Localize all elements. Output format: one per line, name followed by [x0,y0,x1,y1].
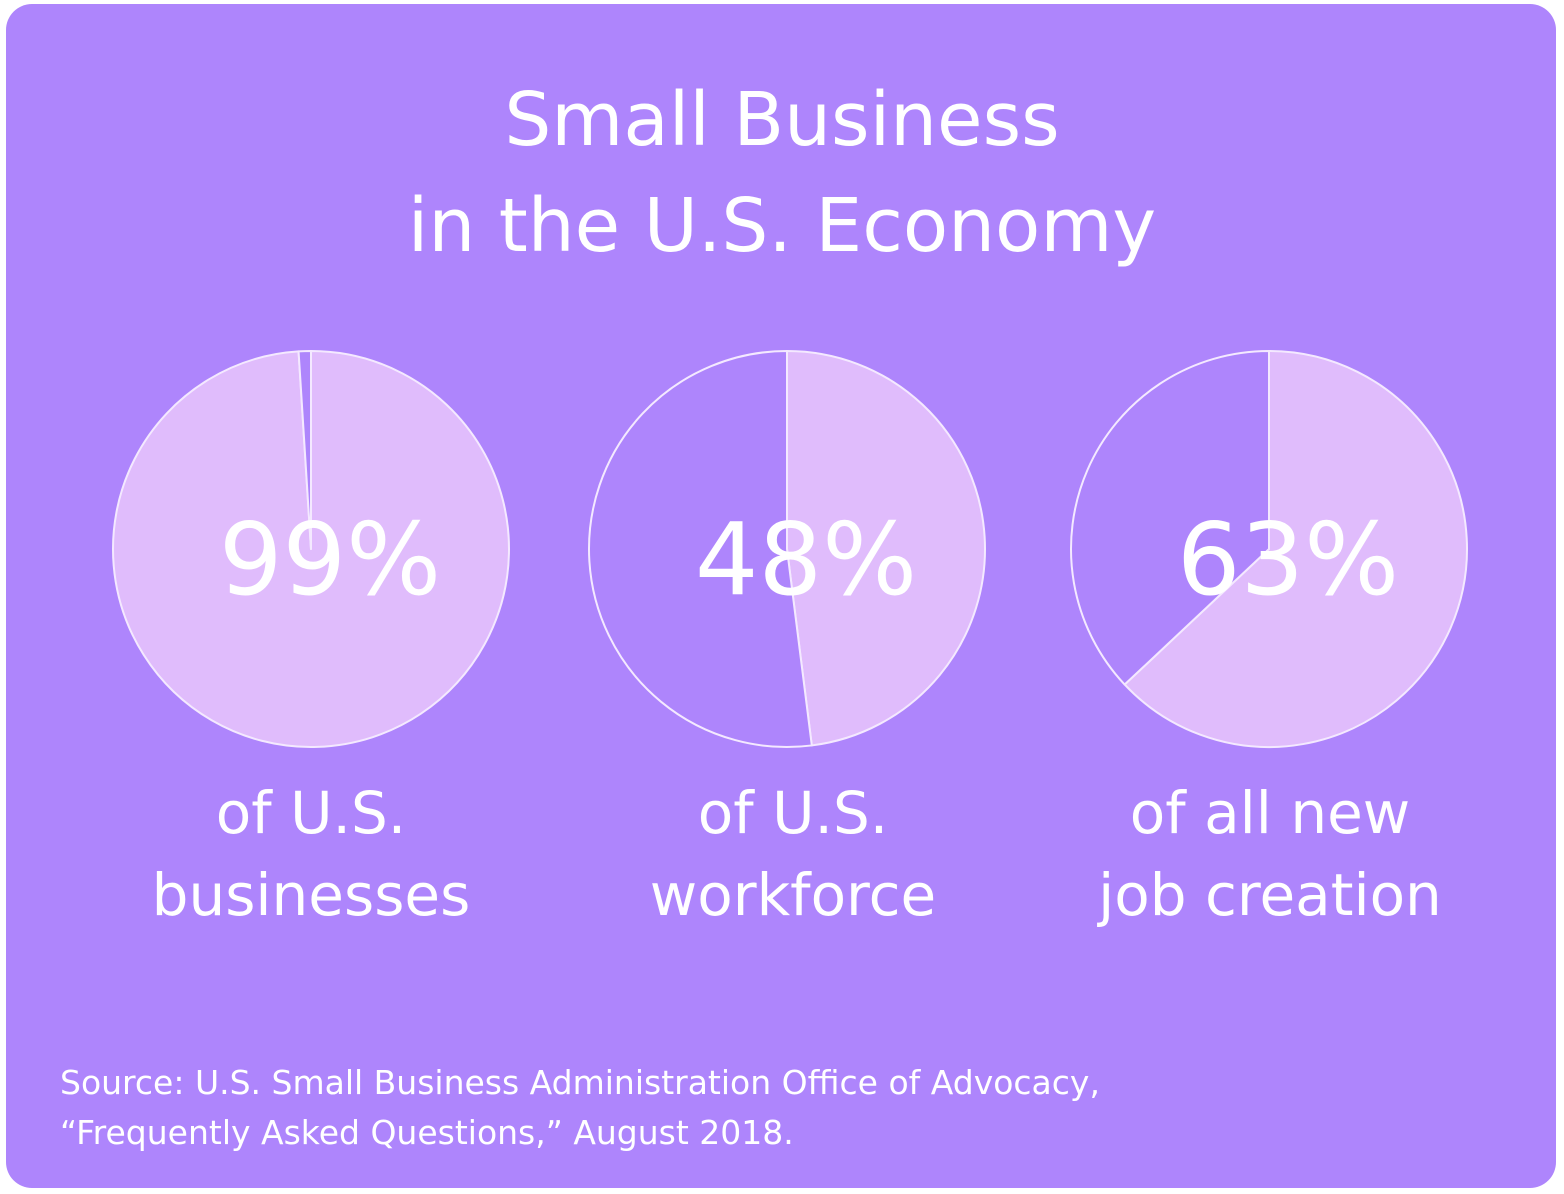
pie-2-value-label: 48% [694,501,918,618]
pie-2-caption: of U.S. workforce [583,772,1003,936]
pie-1 [112,350,510,748]
pie-3 [1069,350,1468,748]
pie-2-slice-remainder [588,350,813,748]
pie-1-slice-remainder [297,350,312,550]
pie-1-value-label: 99% [218,501,442,618]
pie-3-slice-share [1123,350,1468,748]
pie-2-slice-share [786,350,986,747]
pie-3-caption-line-1: of all new [1129,779,1411,847]
pie-3-value-label: 63% [1176,501,1400,618]
source-line-2: “Frequently Asked Questions,” August 201… [60,1113,794,1152]
pie-2-caption-line-2: workforce [649,861,937,929]
source-note: Source: U.S. Small Business Administrati… [60,1058,1100,1158]
pie-1-caption: of U.S. businesses [101,772,521,936]
pie-2-caption-line-1: of U.S. [697,779,889,847]
pie-3-caption-line-2: job creation [1098,861,1442,929]
source-line-1: Source: U.S. Small Business Administrati… [60,1063,1100,1102]
pie-2 [588,350,986,748]
chart-title-line-2: in the U.S. Economy [407,183,1157,269]
chart-title-line-1: Small Business [504,77,1060,163]
pie-3-slice-remainder [1069,350,1270,686]
pie-1-caption-line-2: businesses [151,861,471,929]
pie-3-caption: of all new job creation [1060,772,1480,936]
pie-1-caption-line-1: of U.S. [215,779,407,847]
